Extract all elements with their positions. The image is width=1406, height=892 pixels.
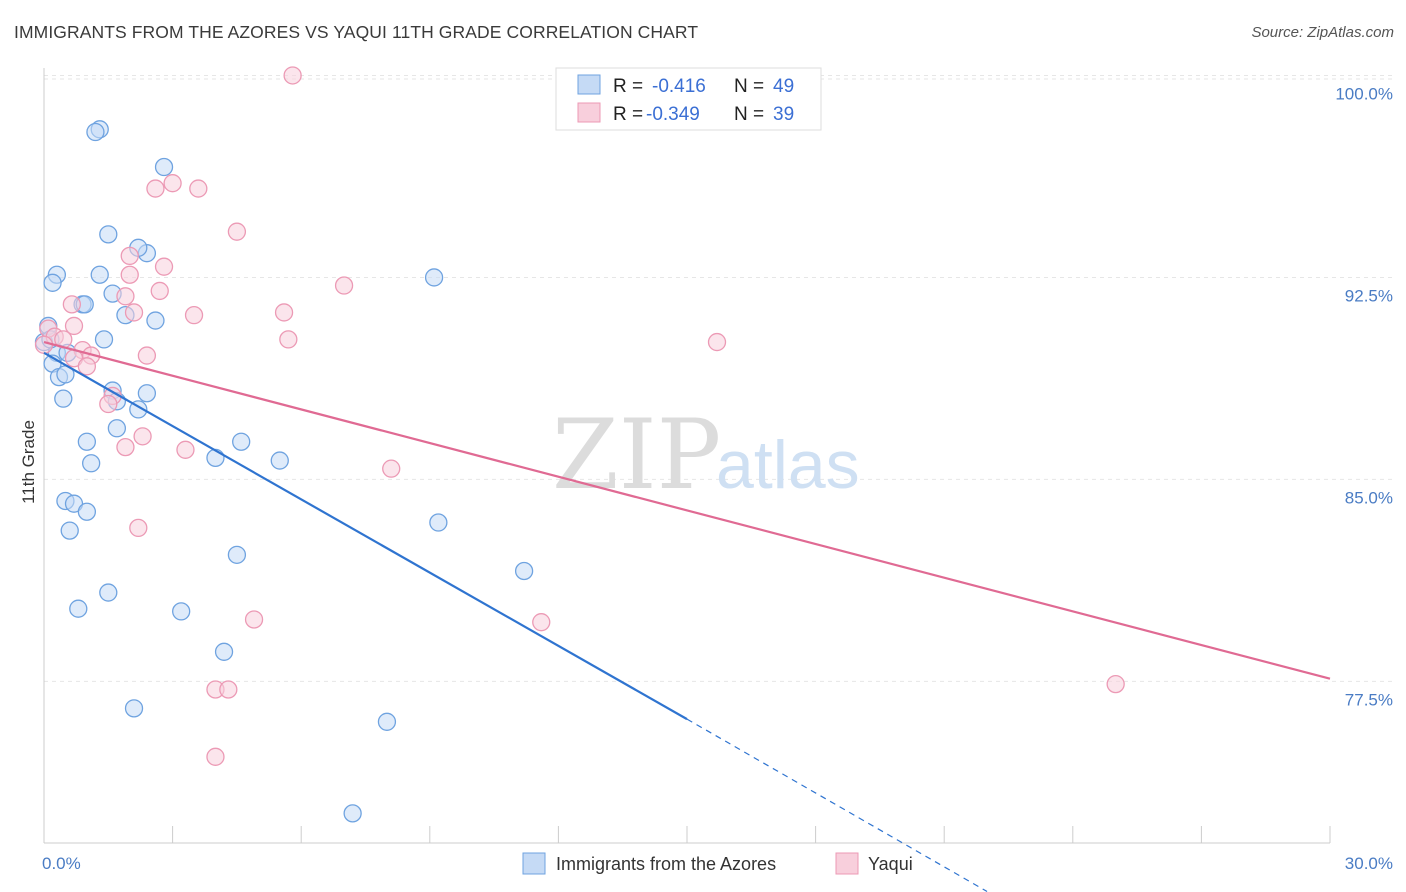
point-azores-41 [69, 599, 88, 618]
point-azores-31 [82, 454, 101, 473]
point-yaqui-38 [1106, 674, 1125, 694]
legend-n-label-azores: N = [734, 76, 764, 97]
point-yaqui-34 [244, 610, 264, 629]
point-azores-44 [124, 699, 144, 718]
legend-swatch-yaqui [577, 102, 601, 123]
point-yaqui-4 [227, 222, 247, 241]
point-azores-27 [107, 419, 127, 438]
point-azores-29 [232, 432, 251, 451]
bottom-legend-swatch-yaqui [835, 852, 859, 875]
x-tick-label-1: 30.0% [1345, 854, 1393, 873]
point-azores-40 [99, 583, 118, 602]
point-yaqui-2 [146, 179, 165, 198]
point-azores-46 [343, 804, 362, 823]
legend-r-label-azores: R = [613, 76, 643, 97]
point-azores-34 [64, 494, 84, 513]
point-yaqui-29 [133, 427, 152, 446]
y-tick-label-0: 100.0% [1335, 84, 1393, 103]
point-azores-7 [43, 273, 62, 292]
point-azores-24 [54, 389, 73, 408]
y-tick-label-1: 92.5% [1345, 286, 1393, 305]
point-yaqui-1 [163, 174, 182, 193]
legend-n-label-yaqui: N = [734, 104, 764, 125]
point-yaqui-35 [532, 613, 551, 632]
point-yaqui-19 [279, 330, 298, 349]
point-azores-47 [424, 268, 444, 287]
point-yaqui-37 [219, 680, 238, 699]
x-tick-label-0: 0.0% [42, 854, 81, 873]
legend-r-value-azores: -0.416 [652, 76, 706, 97]
point-azores-38 [227, 545, 247, 564]
data-points [34, 66, 1125, 823]
point-yaqui-5 [120, 246, 139, 266]
point-yaqui-3 [189, 179, 208, 198]
point-azores-12 [146, 311, 165, 330]
point-yaqui-14 [184, 306, 204, 325]
bottom-legend-label-azores: Immigrants from the Azores [556, 854, 776, 874]
point-azores-39 [514, 561, 534, 581]
point-azores-42 [172, 602, 191, 621]
legend-r-value-yaqui: -0.349 [646, 104, 700, 125]
legend-swatch-azores [577, 74, 601, 95]
stats-legend: R = -0.416 N = 49 R = -0.349 N = 39 [555, 67, 822, 131]
chart-title: IMMIGRANTS FROM THE AZORES VS YAQUI 11TH… [14, 22, 699, 42]
point-azores-3 [99, 225, 118, 244]
y-axis-label: 11th Grade [19, 420, 38, 504]
point-yaqui-13 [274, 303, 294, 322]
bottom-legend-swatch-azores [522, 852, 546, 875]
y-tick-label-2: 85.0% [1345, 488, 1393, 507]
point-yaqui-7 [120, 265, 139, 284]
point-azores-23 [137, 384, 157, 403]
series-legend: Immigrants from the Azores Yaqui [522, 852, 913, 875]
point-azores-1 [86, 122, 105, 142]
point-azores-15 [94, 330, 114, 349]
point-yaqui-39 [206, 747, 225, 766]
point-azores-32 [270, 451, 289, 470]
point-yaqui-9 [150, 281, 169, 301]
watermark-zip: ZIP [552, 399, 721, 511]
point-yaqui-11 [62, 295, 82, 314]
trend-lines [43, 341, 1331, 892]
point-azores-36 [429, 513, 448, 532]
point-yaqui-20 [707, 332, 727, 352]
point-yaqui-0 [283, 66, 302, 85]
point-azores-8 [90, 265, 109, 284]
bottom-legend-label-yaqui: Yaqui [868, 854, 913, 874]
trend-line-extension-azores [686, 718, 988, 892]
grid-lines [44, 74, 1394, 682]
point-azores-37 [60, 521, 79, 540]
legend-n-value-azores: 49 [773, 76, 794, 97]
point-yaqui-24 [137, 346, 157, 365]
legend-n-value-yaqui: 39 [773, 104, 794, 125]
point-yaqui-8 [334, 276, 354, 295]
point-yaqui-33 [129, 518, 148, 538]
point-yaqui-32 [382, 459, 401, 478]
point-azores-35 [77, 502, 97, 521]
point-azores-2 [154, 157, 174, 177]
trend-line-yaqui [43, 341, 1331, 680]
point-yaqui-10 [116, 287, 135, 306]
point-azores-43 [214, 642, 234, 661]
point-yaqui-26 [77, 357, 97, 376]
point-azores-28 [77, 432, 97, 451]
trend-line-azores [43, 351, 688, 721]
point-azores-30 [206, 448, 225, 468]
watermark-atlas: atlas [716, 427, 860, 503]
point-azores-45 [377, 712, 397, 731]
point-yaqui-6 [154, 257, 174, 276]
point-yaqui-31 [176, 440, 195, 459]
point-yaqui-12 [124, 303, 144, 322]
axes [43, 68, 1331, 844]
point-yaqui-15 [64, 316, 84, 336]
y-tick-label-3: 77.5% [1345, 690, 1393, 709]
point-yaqui-28 [99, 394, 118, 414]
point-yaqui-30 [116, 437, 135, 457]
tick-labels: 100.0% 92.5% 85.0% 77.5% 0.0% 30.0% [42, 84, 1393, 873]
chart-source: Source: ZipAtlas.com [1251, 24, 1394, 41]
legend-r-label-yaqui: R = [613, 104, 643, 125]
